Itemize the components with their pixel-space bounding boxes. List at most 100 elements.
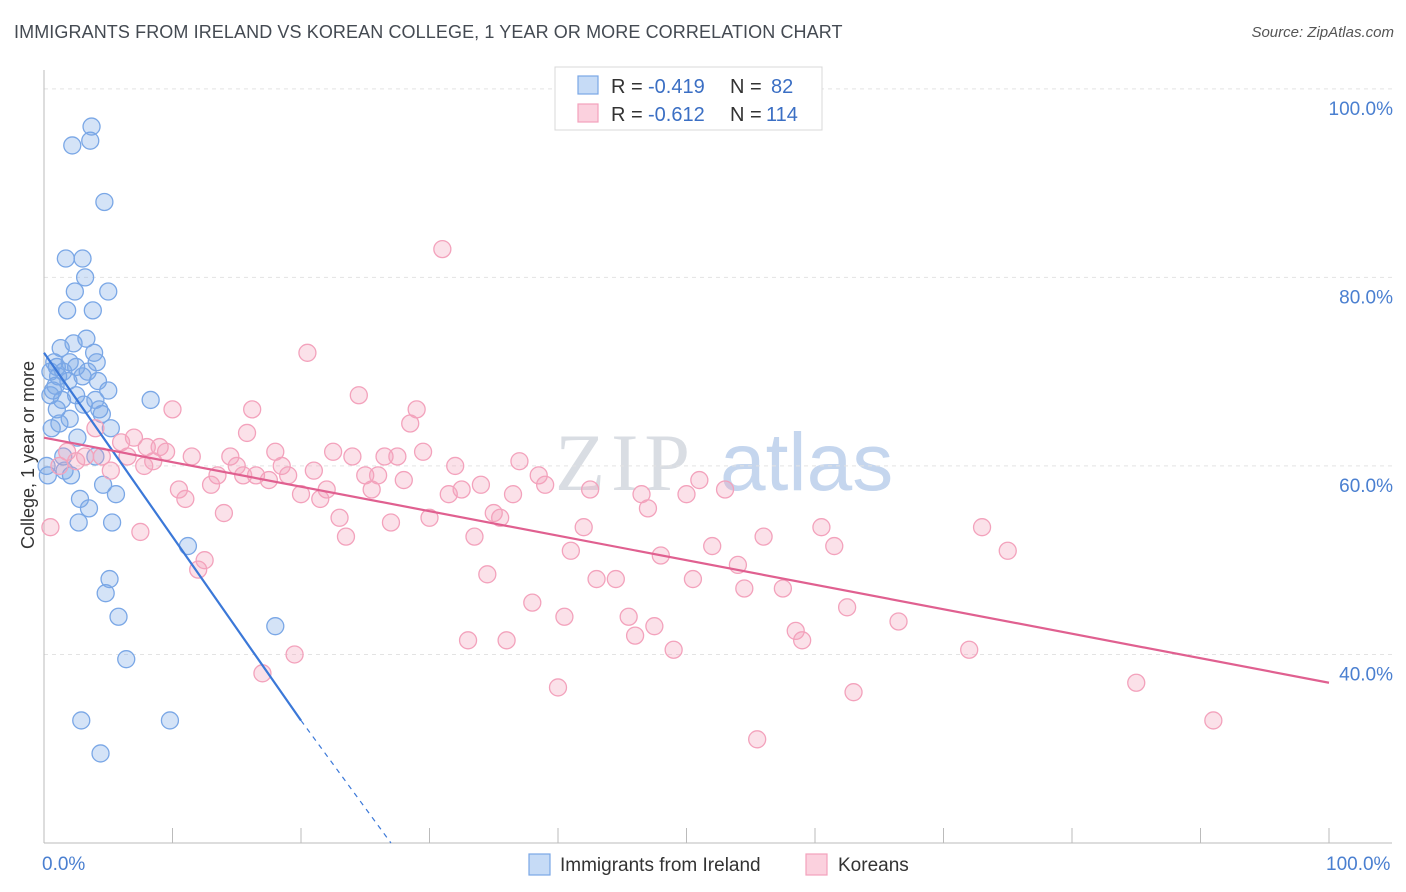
point-korean-81	[606, 569, 625, 589]
point-korean-63	[458, 631, 478, 650]
bottom-legend-swatch-korean	[805, 853, 828, 876]
point-korean-102	[825, 536, 844, 556]
point-korean-46	[343, 447, 362, 466]
point-ireland-48	[91, 744, 110, 763]
point-korean-72	[523, 593, 542, 612]
legend-n-label-korean: N =	[730, 104, 762, 126]
point-ireland-32	[73, 249, 92, 268]
point-korean-35	[272, 456, 291, 476]
y-axis-label: College, 1 year or more	[18, 361, 38, 549]
point-ireland-52	[96, 584, 115, 603]
point-korean-77	[561, 541, 580, 560]
point-korean-85	[638, 499, 658, 518]
point-ireland-41	[83, 301, 102, 320]
point-korean-4	[75, 447, 95, 466]
point-korean-86	[645, 617, 664, 636]
point-korean-78	[574, 518, 593, 537]
point-korean-95	[735, 579, 754, 598]
point-ireland-13	[52, 390, 72, 410]
point-korean-98	[773, 579, 793, 598]
point-korean-47	[349, 386, 368, 405]
point-ireland-26	[66, 357, 86, 377]
point-korean-69	[497, 631, 516, 650]
point-korean-104	[844, 683, 863, 702]
point-korean-109	[1127, 673, 1146, 692]
point-korean-40	[304, 461, 324, 480]
point-ireland-23	[63, 136, 82, 155]
watermark: ZIP atlas	[555, 417, 893, 508]
point-korean-56	[407, 400, 426, 419]
point-korean-20	[182, 447, 201, 466]
axes	[43, 70, 1392, 844]
point-korean-53	[388, 447, 407, 466]
y-tick-label-80: 80.0%	[1339, 287, 1393, 308]
point-ireland-9	[47, 400, 66, 419]
point-korean-37	[285, 645, 304, 664]
point-ireland-28	[68, 428, 87, 447]
point-korean-107	[972, 518, 992, 537]
point-korean-54	[394, 470, 413, 490]
point-korean-51	[375, 447, 394, 466]
point-korean-52	[381, 513, 401, 532]
point-ireland-56	[101, 419, 120, 438]
point-korean-110	[1204, 711, 1223, 730]
point-ireland-31	[72, 711, 91, 730]
gridlines	[44, 88, 1392, 655]
watermark-atlas: atlas	[720, 417, 893, 508]
point-korean-26	[221, 447, 240, 466]
point-korean-76	[555, 607, 574, 626]
point-korean-70	[503, 485, 523, 504]
point-korean-83	[625, 626, 645, 645]
point-korean-90	[683, 569, 703, 589]
point-ireland-61	[141, 390, 160, 410]
x-tick-label-max: 100.0%	[1326, 854, 1391, 875]
point-korean-19	[176, 489, 195, 509]
point-korean-93	[715, 480, 735, 499]
y-tick-label-60: 60.0%	[1339, 476, 1393, 497]
point-korean-22	[195, 551, 214, 570]
point-ireland-35	[75, 268, 95, 287]
point-korean-105	[889, 612, 908, 631]
point-korean-36	[278, 466, 298, 485]
point-korean-92	[703, 536, 722, 556]
legend-r-value-korean: -0.612	[648, 104, 705, 126]
point-korean-106	[960, 640, 979, 659]
series-korean-points	[41, 239, 1223, 749]
point-korean-103	[837, 598, 857, 617]
point-ireland-60	[117, 650, 136, 669]
point-ireland-54	[99, 381, 118, 400]
point-ireland-64	[266, 617, 285, 636]
point-korean-80	[587, 569, 606, 589]
point-ireland-59	[109, 607, 128, 626]
point-korean-23	[201, 475, 221, 494]
point-ireland-18	[57, 301, 77, 320]
point-korean-58	[420, 508, 439, 527]
point-korean-29	[237, 423, 257, 443]
point-ireland-21	[60, 409, 79, 428]
series-ireland-points	[37, 117, 285, 763]
source-label: Source: ZipAtlas.com	[1251, 24, 1394, 41]
point-korean-79	[580, 480, 600, 499]
trend-line-extension-ireland	[300, 720, 392, 844]
y-tick-label-100: 100.0%	[1329, 99, 1394, 120]
point-korean-101	[812, 518, 831, 537]
trend-lines	[43, 352, 1330, 844]
point-korean-73	[529, 466, 548, 485]
x-tick-label-min: 0.0%	[42, 854, 85, 875]
point-korean-43	[323, 442, 343, 461]
point-korean-74	[536, 475, 555, 494]
point-ireland-25	[65, 282, 84, 301]
point-korean-50	[368, 466, 388, 485]
point-korean-10	[124, 428, 144, 447]
point-korean-30	[243, 400, 262, 419]
point-korean-1	[50, 456, 69, 476]
y-tick-label-40: 40.0%	[1339, 664, 1393, 685]
bottom-legend: Immigrants from Ireland Koreans	[528, 853, 909, 876]
point-ireland-55	[100, 569, 119, 589]
point-ireland-57	[102, 513, 122, 532]
point-korean-96	[748, 730, 767, 749]
point-ireland-11	[50, 414, 69, 433]
point-korean-82	[619, 607, 638, 626]
legend-r-value-ireland: -0.419	[648, 76, 705, 98]
